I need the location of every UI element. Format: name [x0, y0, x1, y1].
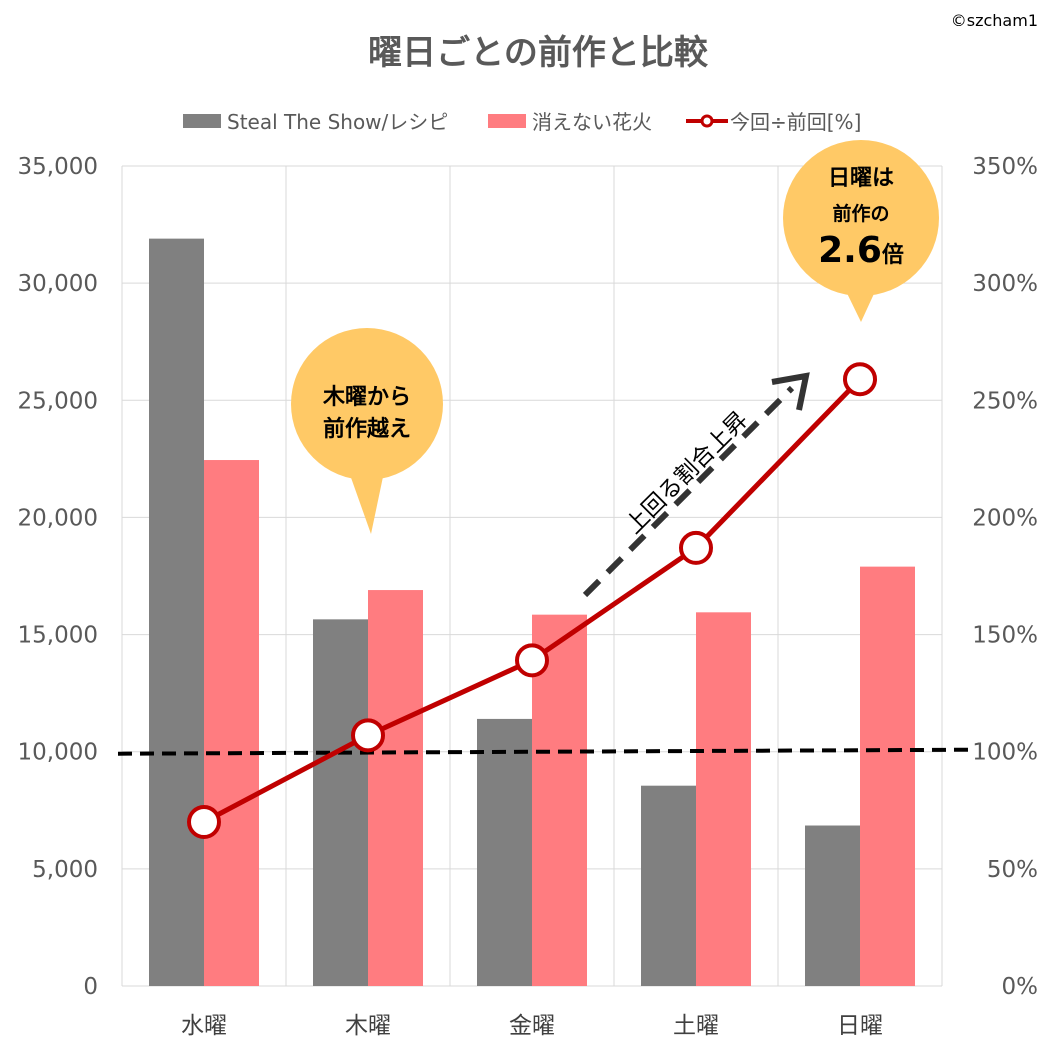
- legend-swatch-series-a: [183, 114, 221, 128]
- thursday-callout-line-1: 木曜から: [322, 385, 411, 410]
- y-right-tick-label: 0%: [1002, 974, 1039, 1000]
- x-category-label: 土曜: [673, 1013, 719, 1039]
- sunday-callout-suffix: 倍: [882, 242, 904, 268]
- y-right-tick-label: 350%: [972, 154, 1038, 180]
- y-right-tick-label: 200%: [972, 505, 1038, 531]
- sunday-callout-line-1: 日曜は: [828, 166, 894, 191]
- y-left-tick-label: 20,000: [18, 505, 98, 531]
- trend-label: 上回る割合上昇: [621, 407, 753, 539]
- legend-swatch-series-b: [488, 114, 526, 128]
- bar-series-a: [641, 785, 696, 986]
- y-right-tick-label: 300%: [972, 271, 1038, 297]
- bar-series-a: [313, 619, 368, 986]
- legend-label-series-a: Steal The Show/レシピ: [227, 110, 448, 134]
- y-left-tick-label: 25,000: [18, 388, 98, 414]
- y-left-tick-label: 30,000: [18, 271, 98, 297]
- bar-series-b: [204, 460, 259, 986]
- bar-series-b: [368, 590, 423, 986]
- bar-series-a: [477, 718, 532, 986]
- y-right-tick-label: 250%: [972, 388, 1038, 414]
- bar-series-a: [805, 825, 860, 986]
- thursday-callout-bubble: [291, 328, 443, 480]
- trend-arrow-head: [771, 372, 810, 411]
- legend: Steal The Show/レシピ 消えない花火 今回÷前回[%]: [183, 110, 861, 134]
- sunday-callout-line-2: 前作の: [832, 202, 889, 225]
- legend-label-series-b: 消えない花火: [532, 110, 652, 134]
- reference-line: [117, 747, 973, 756]
- x-category-label: 木曜: [345, 1013, 391, 1039]
- sunday-callout-value: 2.6: [818, 230, 882, 271]
- trend-arrow-shaft: [582, 385, 795, 598]
- credit-label: ©szcham1: [951, 11, 1038, 30]
- y-left-tick-label: 35,000: [18, 154, 98, 180]
- thursday-callout: 木曜から 前作越え: [291, 328, 443, 534]
- axes: 0 0% 5,000 50% 10,000 100% 15,000 150% 20,000 200…: [18, 154, 1038, 1039]
- ratio-marker: [679, 530, 713, 565]
- y-right-tick-label: 150%: [972, 623, 1038, 649]
- bar-series-b: [532, 614, 587, 986]
- ratio-line-group: [187, 362, 877, 839]
- y-left-tick-label: 5,000: [32, 857, 98, 883]
- bars: [149, 238, 915, 987]
- bar-series-b: [860, 566, 915, 986]
- x-category-label: 金曜: [509, 1013, 555, 1039]
- y-right-tick-label: 100%: [972, 740, 1038, 766]
- ratio-marker: [515, 643, 549, 678]
- sunday-callout-value-line: 2.6倍: [818, 230, 904, 271]
- x-category-label: 日曜: [837, 1013, 883, 1039]
- y-right-tick-label: 50%: [987, 857, 1038, 883]
- thursday-callout-shape: [349, 472, 384, 534]
- ratio-marker: [187, 805, 221, 839]
- sunday-callout-bubble: [783, 140, 939, 296]
- ratio-marker: [351, 718, 385, 753]
- ratio-marker: [843, 362, 877, 397]
- y-left-tick-label: 15,000: [18, 623, 98, 649]
- legend-swatch-marker: [700, 114, 714, 128]
- thursday-callout-line-2: 前作越え: [323, 416, 411, 442]
- chart-title: 曜日ごとの前作と比較: [368, 33, 709, 73]
- bar-series-b: [696, 612, 751, 986]
- y-left-tick-label: 0: [83, 974, 98, 1000]
- x-category-label: 水曜: [181, 1013, 227, 1039]
- bar-series-a: [149, 238, 204, 987]
- reference-line-group: [117, 747, 973, 756]
- y-left-tick-label: 10,000: [18, 740, 98, 766]
- sunday-callout: 日曜は 前作の 2.6倍: [783, 140, 939, 322]
- legend-label-series-c: 今回÷前回[%]: [730, 110, 861, 134]
